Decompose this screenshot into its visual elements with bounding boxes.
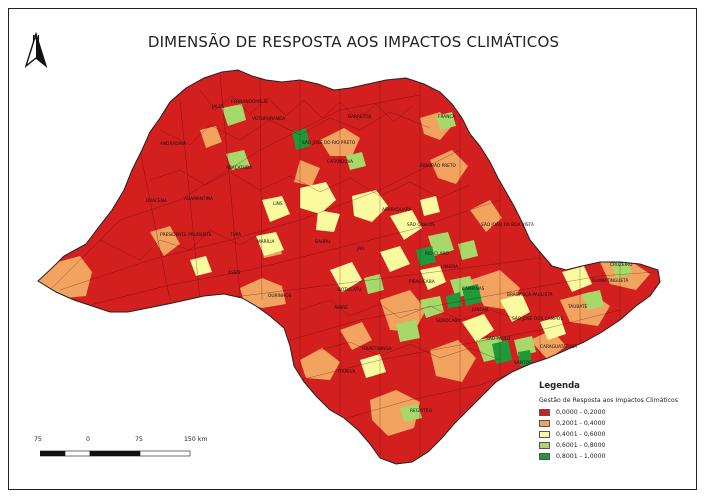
city-label: MARÍLIA [257, 238, 275, 245]
map-legend: Legenda Gestão de Resposta aos Impactos … [539, 381, 699, 462]
city-label: RIO CLARO [425, 251, 449, 257]
legend-label: 0,6001 - 0,8000 [556, 442, 606, 449]
city-label: AVARÉ [334, 303, 348, 311]
city-label: SÃO JOSÉ DOS CAMPOS [512, 314, 563, 322]
legend-item: 0,4001 - 0,6000 [539, 429, 699, 440]
scale-label: 75 [135, 436, 143, 443]
city-label: CARAGUATATUBA [540, 344, 577, 350]
city-label: GUARATINGUETÁ [592, 277, 628, 284]
city-label: LINS [273, 201, 283, 207]
map-title: DIMENSÃO DE RESPOSTA AOS IMPACTOS CLIMÁT… [147, 33, 560, 51]
municipality-patches [38, 74, 656, 455]
city-label: RIBEIRÃO PRETO [420, 162, 457, 169]
legend-item: 0,8001 - 1,0000 [539, 451, 699, 462]
city-label: JUNDIAÍ [471, 306, 489, 313]
city-label: JALES [211, 104, 224, 110]
legend-label: 0,2001 - 0,4000 [556, 420, 606, 427]
legend-item: 0,0000 - 0,2000 [539, 407, 699, 418]
city-label: SOROCABA [436, 318, 460, 324]
city-label: PRESIDENTE PRUDENTE [160, 232, 212, 238]
legend-swatch [539, 409, 550, 416]
city-label: FERNANDÓPOLIS [231, 98, 268, 105]
city-label: SÃO PAULO [486, 335, 511, 342]
city-label: OURINHOS [268, 293, 292, 299]
city-label: SÃO CARLOS [407, 221, 435, 228]
legend-item: 0,2001 - 0,4000 [539, 418, 699, 429]
city-label: REGISTRO [410, 408, 433, 414]
city-label: PIRACICABA [409, 279, 435, 285]
city-label: ARAÇATUBA [226, 165, 252, 171]
city-label: FRANCA [438, 114, 455, 120]
city-label: SÃO JOÃO DA BOA VISTA [481, 221, 534, 228]
city-label: ITAPEVA [338, 369, 355, 375]
legend-label: 0,8001 - 1,0000 [556, 453, 606, 460]
city-label: ANDRADINA [160, 141, 186, 147]
city-label: ADAMANTINA [184, 196, 213, 202]
city-label: ASSIS [228, 270, 241, 276]
city-label: BRAGANÇA PAULISTA [507, 292, 552, 298]
legend-swatch [539, 431, 550, 438]
city-label: BARRETOS [348, 114, 372, 120]
city-label: ITAPETININGA [362, 346, 392, 352]
city-label: SANTOS [514, 360, 532, 366]
legend-label: 0,0000 - 0,2000 [556, 409, 606, 416]
legend-subtitle: Gestão de Resposta aos Impactos Climátic… [539, 397, 678, 404]
scale-label: 0 [86, 436, 90, 443]
city-label: ARARAQUARA [382, 207, 412, 213]
city-label: BOTUCATU [338, 287, 361, 293]
scale-bar-graphic [40, 450, 191, 457]
scale-label: 150 km [184, 436, 208, 443]
map-frame [8, 8, 697, 490]
city-label: DRACENA [146, 198, 167, 204]
city-label: SÃO JOSÉ DO RIO PRETO [302, 138, 356, 146]
scale-bar: 75 0 75 150 km [28, 436, 218, 462]
city-label: CATANDUVA [327, 159, 353, 165]
legend-title: Legenda [539, 381, 580, 391]
city-label: BAURU [315, 239, 330, 245]
city-label: TAUBATÉ [567, 302, 588, 310]
scale-label: 75 [34, 436, 42, 443]
city-label: CRUZEIRO [610, 262, 633, 268]
city-label: CAMPINAS [462, 286, 485, 292]
legend-item: 0,6001 - 0,8000 [539, 440, 699, 451]
legend-label: 0,4001 - 0,6000 [556, 431, 606, 438]
legend-swatch [539, 420, 550, 427]
city-label: JAÚ [356, 245, 364, 252]
north-arrow-icon: N [24, 31, 48, 68]
legend-swatch [539, 453, 550, 460]
city-label: VOTUPORANGA [252, 116, 285, 122]
municipality-borders [39, 74, 656, 455]
city-label: LIMEIRA [441, 264, 458, 270]
city-label: TUPÃ [229, 231, 241, 238]
legend-swatch [539, 442, 550, 449]
city-labels: FERNANDÓPOLIS JALES VOTUPORANGA BARRETOS… [146, 98, 633, 414]
